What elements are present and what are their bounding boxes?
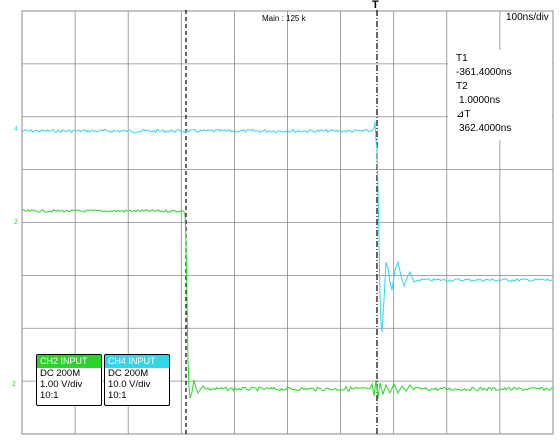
trigger-position-marker[interactable]: T (372, 0, 379, 11)
t2-label: T2 (456, 81, 468, 92)
t2-value: 1.0000ns (459, 95, 501, 106)
ch2-ground-marker[interactable]: 2 (12, 381, 16, 388)
ch2-trace (21, 209, 554, 399)
ch4-header: CH4 INPUT (105, 355, 169, 368)
t1-value: -361.4000ns (456, 67, 512, 78)
ch4-level-marker[interactable]: 4 (14, 126, 18, 133)
delta-t-label: ⊿T (456, 109, 471, 120)
ch4-coupling: DC 200M (108, 368, 149, 379)
memory-length-label: Main : 125 k (262, 14, 306, 23)
ch4-scale: 10.0 V/div (108, 379, 151, 390)
ch2-level-marker[interactable]: 2 (14, 219, 18, 226)
delta-t-value: 362.4000ns (459, 123, 512, 134)
ch2-scale: 1.00 V/div (40, 379, 83, 390)
timebase-readout: 100ns/div (506, 12, 549, 23)
ch4-probe: 10:1 (108, 390, 127, 401)
ch2-info-box[interactable]: CH2 INPUT DC 200M 1.00 V/div 10:1 (36, 354, 102, 406)
ch2-coupling: DC 200M (40, 368, 81, 379)
t1-label: T1 (456, 53, 468, 64)
ch4-trace (21, 121, 553, 333)
ch4-info-box[interactable]: CH4 INPUT DC 200M 10.0 V/div 10:1 (104, 354, 170, 406)
cursor-readout-panel: T1 -361.4000ns T2 1.0000ns ⊿T 362.4000ns (448, 50, 552, 140)
ch2-probe: 10:1 (40, 390, 59, 401)
ch2-header: CH2 INPUT (37, 355, 101, 368)
